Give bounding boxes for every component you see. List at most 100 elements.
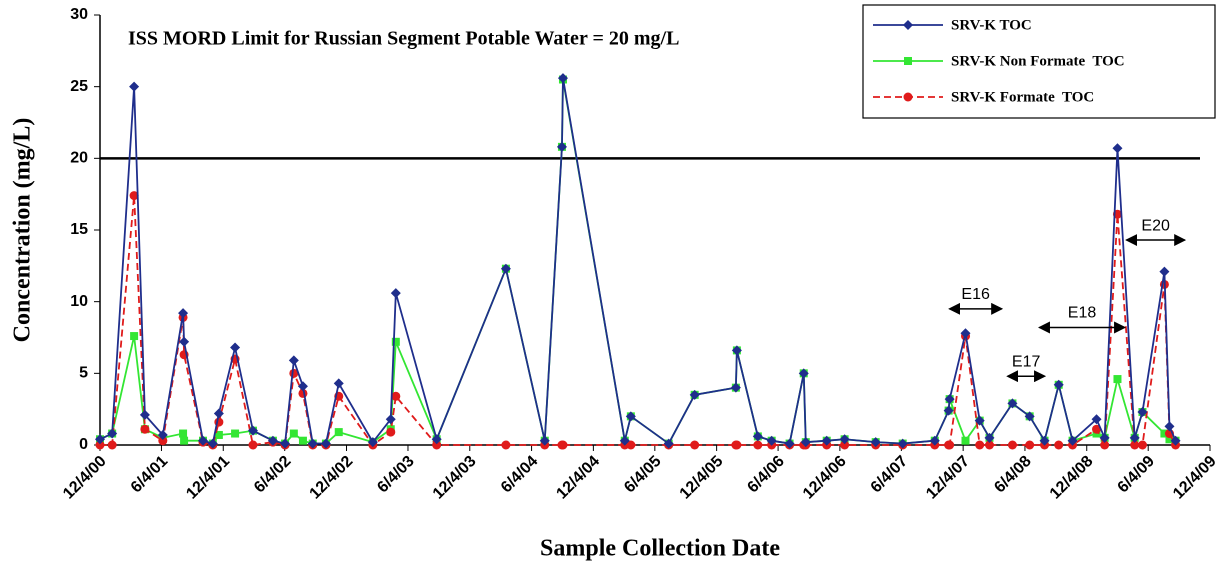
legend-marker [904,57,912,65]
x-tick-label: 12/4/02 [307,453,357,503]
point [334,428,343,437]
point [943,405,954,416]
point [95,434,105,445]
point [1039,435,1050,446]
x-tick-label: 12/4/09 [1170,453,1220,503]
point [307,438,318,449]
point [320,438,331,449]
point [197,435,208,446]
x-tick-label: 6/4/04 [498,453,542,497]
point [840,440,850,450]
point [231,429,240,438]
point [297,381,308,392]
point [625,411,636,422]
point [107,440,117,450]
x-tick-label: 12/4/05 [677,453,727,503]
point [1007,440,1017,450]
y-tick-label: 30 [70,6,88,23]
point [367,437,378,448]
point [157,429,168,440]
point [960,328,971,339]
point [753,440,763,450]
point [1170,435,1181,446]
point [752,431,763,442]
point [500,263,511,274]
x-tick-label: 6/4/05 [621,453,665,497]
legend-marker [903,20,913,30]
point [556,141,567,152]
annotation-label: E20 [1141,217,1170,234]
point [984,440,994,450]
point [95,440,105,450]
point [784,438,795,449]
annotation-label: E16 [961,286,990,303]
point [732,440,742,450]
y-tick-label: 15 [70,221,88,238]
point [247,425,258,436]
point [180,436,189,445]
point [280,438,291,449]
point [1160,429,1169,438]
x-tick-label: 12/4/00 [60,453,110,503]
y-tick-label: 0 [79,436,88,453]
point [798,368,809,379]
point [1099,432,1110,443]
point [730,382,741,393]
point [944,394,955,405]
point [731,345,742,356]
x-tick-label: 12/4/08 [1047,453,1097,503]
y-tick-label: 10 [70,293,88,310]
x-tick-label: 12/4/07 [923,453,973,503]
series [95,73,1181,449]
point [432,440,442,450]
point [1165,435,1174,444]
point [897,438,908,449]
point [821,435,832,446]
x-tick-label: 12/4/03 [430,453,480,503]
point [975,440,985,450]
series-line [99,79,1176,445]
annotation-label: E17 [1012,353,1041,370]
point [690,440,700,450]
point [130,332,139,341]
point [766,435,777,446]
point [431,434,442,445]
point [267,435,278,446]
point [213,408,224,419]
x-tick-label: 6/4/08 [991,453,1035,497]
point [1159,266,1170,277]
series [96,75,1180,448]
y-tick-label: 25 [70,78,88,95]
x-tick-label: 6/4/01 [128,453,172,497]
x-tick-label: 12/4/01 [183,453,233,503]
point [288,355,299,366]
point [1054,440,1064,450]
point [1091,414,1102,425]
point [1137,407,1148,418]
x-tick-label: 6/4/03 [374,453,418,497]
point [1067,435,1078,446]
point [158,436,168,446]
y-tick-label: 20 [70,150,88,167]
point [800,437,811,448]
point [385,414,396,425]
point [1053,379,1064,390]
point [179,336,190,347]
point [501,440,511,450]
legend-marker [903,92,913,102]
point [1112,143,1123,154]
point [984,432,995,443]
series-line [99,77,1177,445]
point [129,191,139,201]
x-tick-label: 6/4/02 [251,453,295,497]
point [1113,375,1122,384]
point [386,427,396,437]
point [1129,432,1140,443]
point [929,435,940,446]
point [207,438,218,449]
point [1092,424,1102,434]
point [248,440,258,450]
point [974,415,985,426]
point [626,440,636,450]
